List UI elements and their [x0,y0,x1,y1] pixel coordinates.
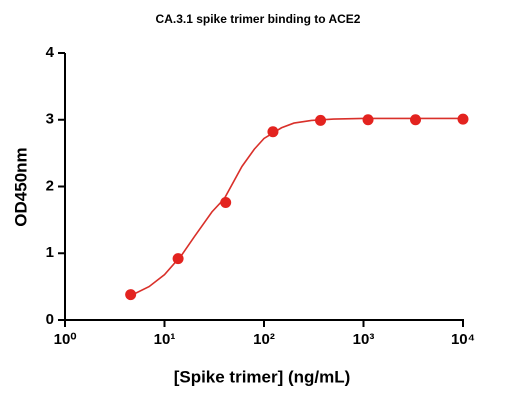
data-point [267,126,279,138]
fit-curve [129,117,463,297]
x-tick-label: 10⁰ [54,331,77,348]
data-point [172,253,184,265]
x-tick-label: 10³ [353,331,375,348]
x-tick-label: 10¹ [154,331,176,348]
y-axis-label: OD450nm [11,147,30,226]
data-point [362,114,374,126]
y-tick-label: 2 [46,177,54,194]
data-point [125,289,137,301]
y-tick-label: 1 [46,244,54,261]
data-point [457,113,469,125]
y-tick-label: 4 [46,44,55,61]
x-tick-label: 10² [253,331,275,348]
x-axis-label: [Spike trimer] (ng/mL) [174,367,351,386]
data-point [315,114,327,126]
data-point [220,197,232,209]
y-tick-label: 3 [46,111,54,128]
chart-title: CA.3.1 spike trimer binding to ACE2 [156,12,361,26]
x-tick-label: 10⁴ [451,331,475,348]
data-point [410,114,422,126]
y-tick-label: 0 [46,311,54,328]
